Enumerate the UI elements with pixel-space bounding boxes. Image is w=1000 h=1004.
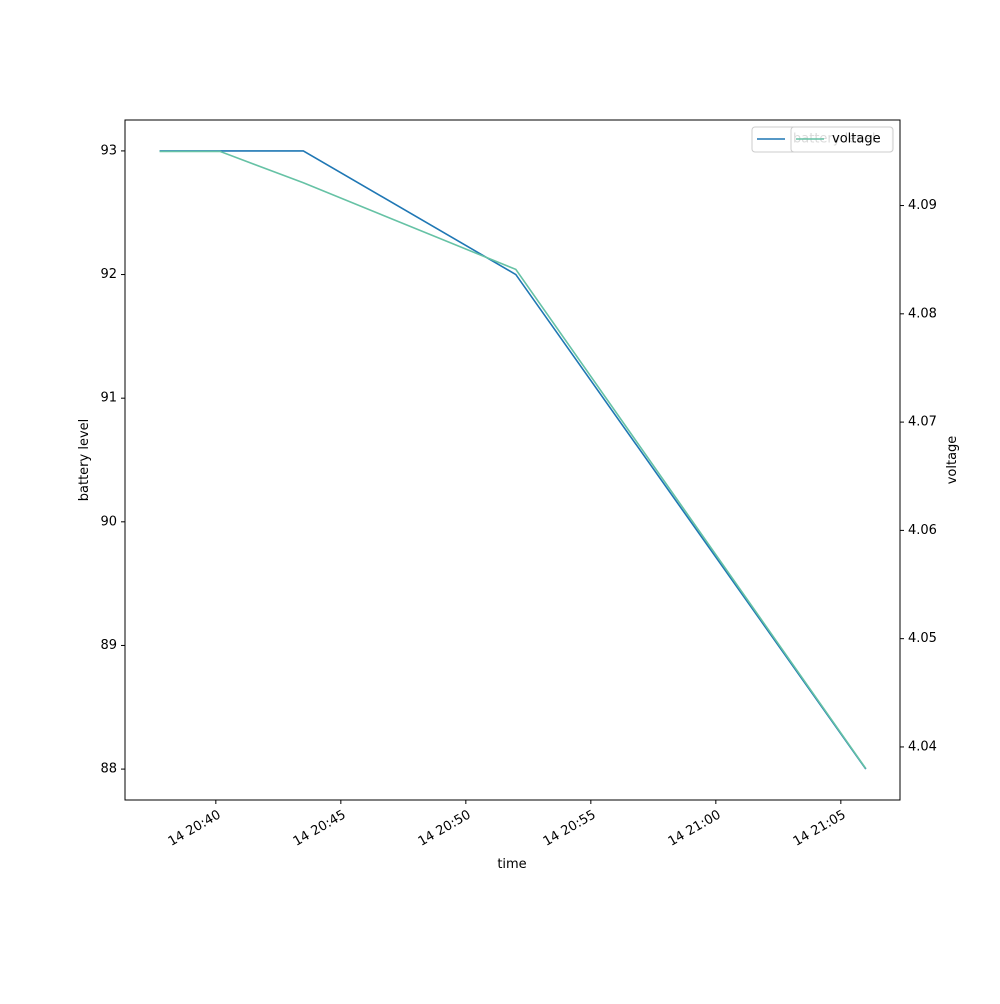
- y2-tick-label: 4.07: [908, 415, 937, 430]
- y2-tick-label: 4.09: [908, 198, 937, 213]
- y-tick-label: 89: [100, 638, 117, 653]
- y-tick-label: 93: [100, 143, 117, 158]
- y2-tick-label: 4.04: [908, 739, 937, 754]
- y-tick-label: 88: [100, 762, 117, 777]
- y2-tick-label: 4.08: [908, 306, 937, 321]
- x-axis-label: time: [497, 857, 526, 872]
- y-tick-label: 91: [100, 391, 117, 406]
- plot-frame: [124, 119, 901, 801]
- series-line: [159, 150, 867, 770]
- y-tick-label: 90: [100, 514, 117, 529]
- y-tick-label: 92: [100, 267, 117, 282]
- y2-tick-label: 4.05: [908, 631, 937, 646]
- y2-tick-label: 4.06: [908, 523, 937, 538]
- y2-axis-label: voltage: [945, 436, 960, 485]
- legend-box: [790, 126, 894, 153]
- y-axis-label: battery level: [77, 419, 92, 502]
- legend-label: voltage: [832, 132, 881, 147]
